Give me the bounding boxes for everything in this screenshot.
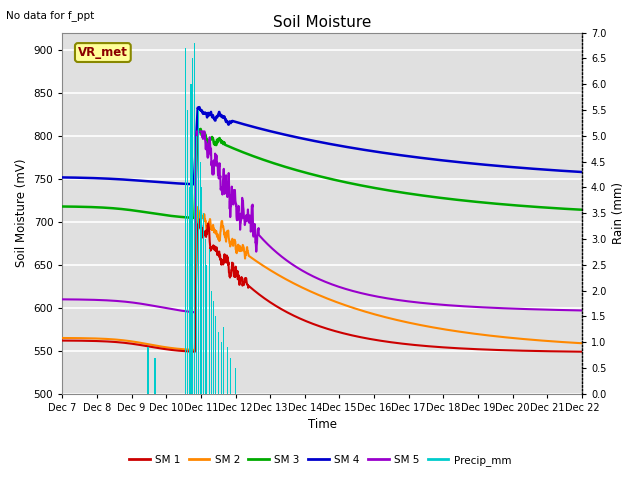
Legend: SM 1, SM 2, SM 3, SM 4, SM 5, Precip_mm: SM 1, SM 2, SM 3, SM 4, SM 5, Precip_mm	[125, 451, 515, 470]
Title: Soil Moisture: Soil Moisture	[273, 15, 371, 30]
Text: VR_met: VR_met	[78, 46, 128, 59]
Y-axis label: Soil Moisture (mV): Soil Moisture (mV)	[15, 159, 28, 267]
Y-axis label: Rain (mm): Rain (mm)	[612, 182, 625, 244]
X-axis label: Time: Time	[308, 419, 337, 432]
Text: No data for f_ppt: No data for f_ppt	[6, 10, 95, 21]
